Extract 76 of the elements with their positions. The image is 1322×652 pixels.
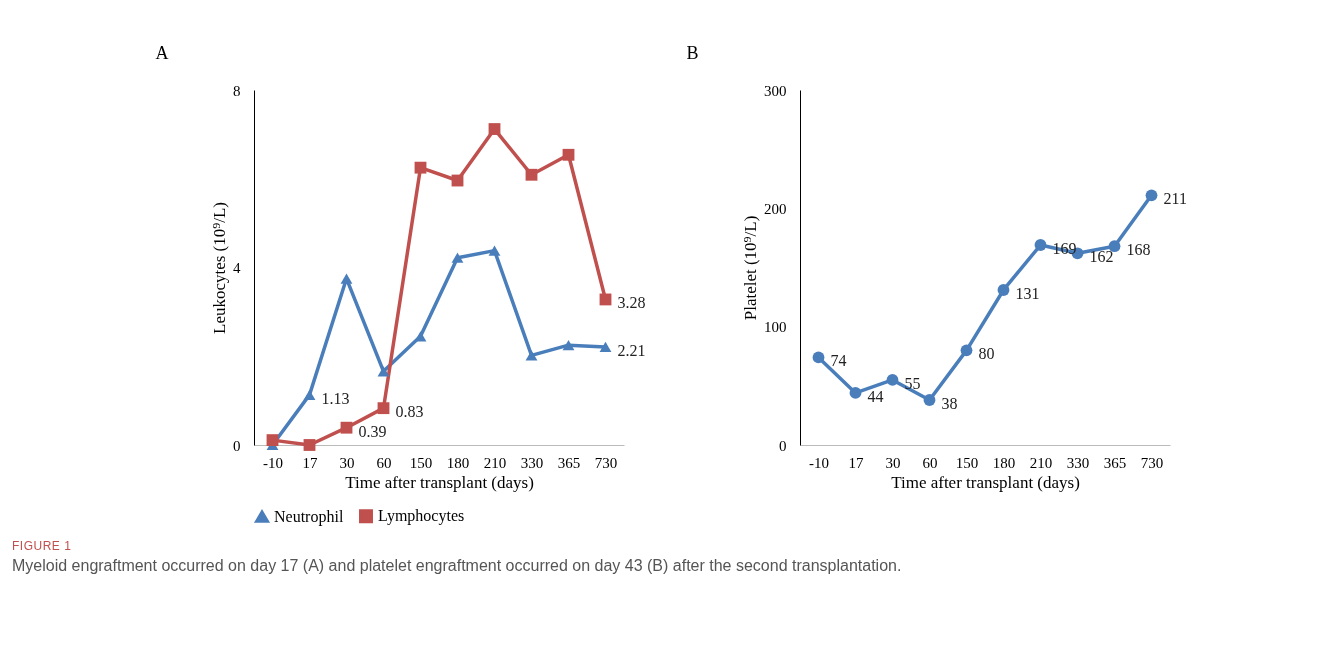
y-tick-label: 200 [764,200,787,217]
point [414,161,427,174]
data-label: 3.28 [617,294,646,312]
data-label: 0.83 [395,403,424,421]
point [303,389,316,400]
point [340,421,353,434]
point [488,123,501,135]
point [266,434,279,447]
x-tick-label: 60 [922,454,938,471]
chart-title: A [155,43,169,63]
point [451,252,464,263]
x-tick-label: 17 [302,454,318,471]
point [525,168,538,181]
point [997,284,1010,296]
y-tick-label: 0 [233,437,241,454]
x-tick-label: 150 [409,454,433,471]
y-tick-label: 100 [764,319,787,336]
data-label: 55 [904,374,921,392]
point [599,341,612,353]
x-tick-label: 180 [992,454,1016,471]
x-tick-label: 730 [1140,454,1164,471]
caption: FIGURE 1 [12,539,73,553]
chart-title: B [686,43,699,63]
point [849,387,862,399]
point [1145,189,1158,202]
x-axis-title: Time after transplant (days) [891,472,1080,492]
legend-label: Lymphocytes [378,507,465,526]
text: Myeloid engraftment occurred on day 17 (A) and platelet engraftment occurred on day 43 (B) after the second transplantation. [12,557,903,575]
point [303,439,316,451]
x-tick-label: -10 [809,454,829,471]
point [525,350,538,361]
y-axis-title: Leukocytes (10⁹/L) [210,202,229,334]
x-tick-label: 17 [848,454,864,471]
point [377,402,390,415]
x-tick-label: 30 [339,454,355,471]
x-tick-label: 210 [483,454,507,471]
x-tick-label: -10 [263,454,283,471]
data-label: 162 [1089,248,1114,266]
data-label: 44 [867,387,884,405]
point [340,273,353,284]
point [923,394,936,406]
data-label: 0.39 [358,422,387,440]
x-tick-label: 150 [955,454,979,471]
data-label: 80 [978,345,995,363]
point [886,374,899,386]
x-tick-label: 365 [1103,454,1127,471]
x-tick-label: 365 [557,454,581,471]
x-axis-title: Time after transplant (days) [345,472,534,492]
y-tick-label: 0 [779,437,787,454]
point [562,148,575,161]
x-tick-label: 330 [1066,454,1090,471]
data-label: 211 [1163,190,1187,208]
data-label: 1.13 [321,389,350,407]
point [488,245,501,256]
data-label: 74 [830,352,847,370]
data-label: 131 [1015,284,1040,302]
x-tick-label: 60 [376,454,392,471]
y-tick-label: 4 [233,260,241,276]
y-axis-title: Platelet (10⁹/L) [741,215,760,321]
x-tick-label: 30 [885,454,901,471]
data-label: 38 [941,395,958,413]
x-tick-label: 330 [520,454,544,471]
point [377,366,390,377]
legend-label: Neutrophil [274,507,344,526]
y-tick-label: 300 [764,82,787,99]
data-label: 2.21 [617,341,646,359]
x-tick-label: 730 [594,454,618,471]
point [812,351,825,364]
data-label: 168 [1126,241,1151,259]
point [1108,240,1121,253]
x-tick-label: 180 [446,454,470,471]
point [960,344,973,357]
y-tick-label: 8 [233,82,241,99]
point [562,340,575,351]
point [1034,239,1047,251]
x-tick-label: 210 [1029,454,1053,471]
